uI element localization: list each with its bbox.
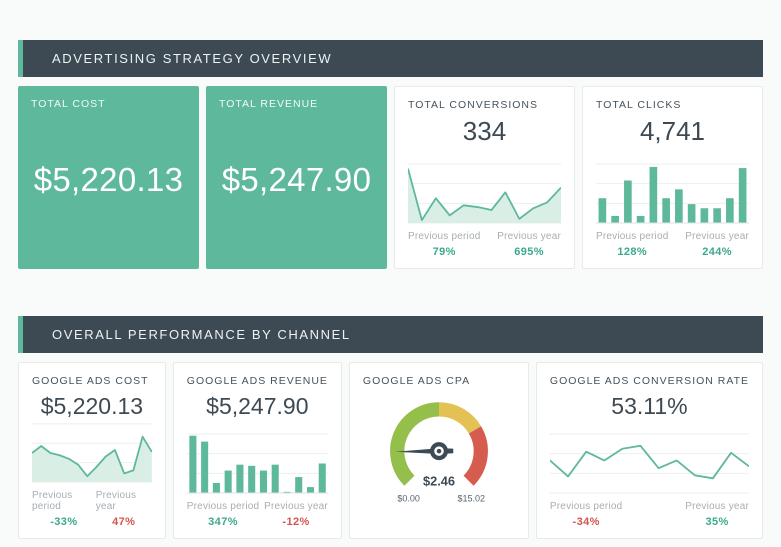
card-google-ads-revenue[interactable]: GOOGLE ADS REVENUE $5,247.90 Previous pe… bbox=[172, 362, 342, 539]
section-title: ADVERTISING STRATEGY OVERVIEW bbox=[52, 51, 333, 66]
delta-previous-year: Previous year 47% bbox=[96, 490, 152, 528]
kpi-label: TOTAL CLICKS bbox=[596, 99, 682, 111]
svg-text:$0.00: $0.00 bbox=[397, 494, 420, 504]
kpi-value: $5,247.90 bbox=[206, 393, 309, 419]
delta-label: Previous year bbox=[685, 231, 749, 242]
delta-value: 35% bbox=[705, 516, 729, 528]
kpi-card-row: TOTAL COST $5,220.13 TOTAL REVENUE $5,24… bbox=[18, 86, 763, 269]
delta-row: Previous period 128% Previous year 244% bbox=[596, 231, 749, 258]
gauge-container: $2.46 $0.00 $15.02 bbox=[363, 391, 515, 528]
delta-label: Previous period bbox=[549, 501, 623, 512]
kpi-label: TOTAL COST bbox=[31, 98, 106, 110]
kpi-label: GOOGLE ADS CPA bbox=[362, 375, 471, 387]
section-performance-by-channel: OVERALL PERFORMANCE BY CHANNEL GOOGLE AD… bbox=[18, 316, 763, 539]
delta-previous-year: Previous year -12% bbox=[264, 501, 328, 528]
card-total-revenue[interactable]: TOTAL REVENUE $5,247.90 bbox=[206, 86, 387, 269]
section-title: OVERALL PERFORMANCE BY CHANNEL bbox=[52, 327, 351, 342]
kpi-value: 334 bbox=[462, 116, 507, 146]
delta-previous-year: Previous year 695% bbox=[497, 231, 561, 258]
delta-value: -12% bbox=[282, 516, 310, 528]
delta-previous-period: Previous period 347% bbox=[187, 501, 259, 528]
delta-value: 695% bbox=[514, 246, 544, 258]
kpi-value: 4,741 bbox=[639, 116, 706, 146]
card-total-clicks[interactable]: TOTAL CLICKS 4,741 Previous period 128% … bbox=[582, 86, 763, 269]
delta-previous-period: Previous period -34% bbox=[550, 501, 622, 528]
delta-label: Previous year bbox=[264, 501, 328, 512]
kpi-label: GOOGLE ADS REVENUE bbox=[186, 375, 328, 387]
delta-previous-period: Previous period 128% bbox=[596, 231, 668, 258]
delta-row: Previous period -33% Previous year 47% bbox=[32, 490, 152, 528]
section-header-advertising-strategy: ADVERTISING STRATEGY OVERVIEW bbox=[18, 40, 763, 77]
delta-value: 244% bbox=[702, 246, 732, 258]
delta-value: 79% bbox=[432, 246, 456, 258]
delta-value: -34% bbox=[572, 516, 600, 528]
google-ads-revenue-bar-chart bbox=[187, 432, 328, 494]
delta-label: Previous year bbox=[497, 231, 561, 242]
kpi-label: GOOGLE ADS COST bbox=[32, 375, 149, 387]
kpi-label: GOOGLE ADS CONVERSION RATE bbox=[549, 375, 749, 387]
delta-label: Previous period bbox=[408, 231, 481, 242]
delta-label: Previous year bbox=[95, 490, 137, 512]
delta-previous-period: Previous period 79% bbox=[408, 231, 480, 258]
delta-value: -33% bbox=[50, 516, 78, 528]
delta-row: Previous period -34% Previous year 35% bbox=[550, 501, 749, 528]
delta-label: Previous period bbox=[186, 501, 260, 512]
delta-value: 47% bbox=[112, 516, 136, 528]
total-clicks-bar-chart bbox=[596, 162, 749, 224]
delta-previous-year: Previous year 35% bbox=[685, 501, 749, 528]
svg-text:$15.02: $15.02 bbox=[457, 494, 485, 504]
kpi-label: TOTAL REVENUE bbox=[219, 98, 319, 110]
kpi-value: $5,220.13 bbox=[33, 160, 184, 198]
delta-label: Previous period bbox=[596, 231, 669, 242]
delta-previous-period: Previous period -33% bbox=[32, 490, 96, 528]
card-total-cost[interactable]: TOTAL COST $5,220.13 bbox=[18, 86, 199, 269]
google-ads-cost-area-chart bbox=[32, 422, 152, 483]
svg-text:$2.46: $2.46 bbox=[423, 473, 455, 488]
total-conversions-area-chart bbox=[408, 162, 561, 224]
google-ads-conversion-rate-line-chart bbox=[550, 432, 749, 494]
card-google-ads-conversion-rate[interactable]: GOOGLE ADS CONVERSION RATE 53.11% Previo… bbox=[535, 362, 763, 539]
delta-value: 128% bbox=[617, 246, 648, 258]
section-advertising-strategy: ADVERTISING STRATEGY OVERVIEW TOTAL COST… bbox=[18, 40, 763, 269]
delta-row: Previous period 347% Previous year -12% bbox=[187, 501, 328, 528]
delta-row: Previous period 79% Previous year 695% bbox=[408, 231, 561, 258]
card-total-conversions[interactable]: TOTAL CONVERSIONS 334 Previous period 79… bbox=[394, 86, 575, 269]
delta-value: 347% bbox=[208, 516, 238, 528]
section-header-performance-by-channel: OVERALL PERFORMANCE BY CHANNEL bbox=[18, 316, 763, 353]
delta-label: Previous year bbox=[685, 501, 749, 512]
kpi-value: $5,247.90 bbox=[221, 160, 372, 198]
kpi-value: $5,220.13 bbox=[40, 393, 144, 419]
google-ads-cpa-gauge-chart: $2.46$0.00 $15.02 bbox=[390, 402, 488, 504]
delta-previous-year: Previous year 244% bbox=[685, 231, 749, 258]
delta-label: Previous period bbox=[32, 490, 73, 512]
kpi-value: 53.11% bbox=[611, 393, 688, 419]
card-google-ads-cpa[interactable]: GOOGLE ADS CPA $2.46 $0.00 $15.02 bbox=[348, 362, 529, 539]
kpi-label: TOTAL CONVERSIONS bbox=[408, 99, 538, 111]
card-google-ads-cost[interactable]: GOOGLE ADS COST $5,220.13 Previous perio… bbox=[18, 362, 166, 539]
kpi-card-row: GOOGLE ADS COST $5,220.13 Previous perio… bbox=[18, 362, 763, 539]
